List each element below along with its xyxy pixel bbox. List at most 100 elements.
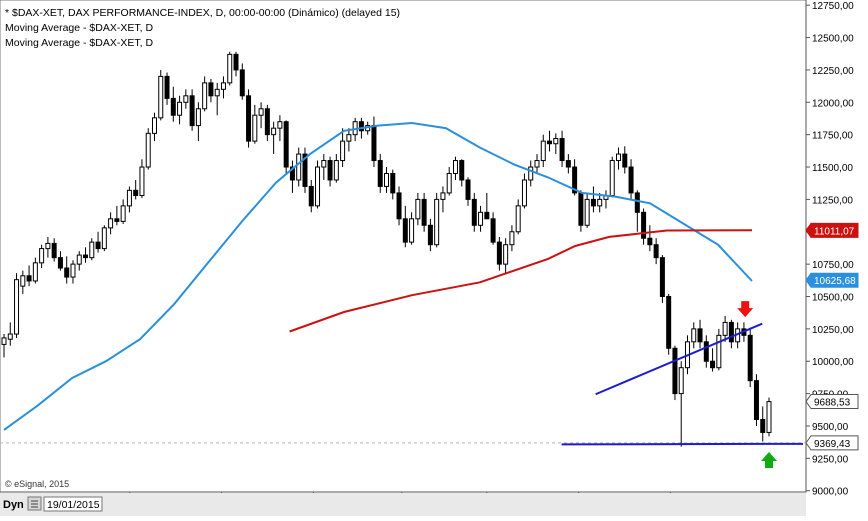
- candle-body-down: [114, 218, 120, 222]
- candle: [509, 225, 515, 252]
- candle-body-up: [14, 279, 20, 335]
- candle-body-down: [753, 380, 759, 420]
- candle: [233, 51, 239, 77]
- candle-body-down: [26, 275, 32, 282]
- price-tag-box: [805, 394, 859, 410]
- candle-body-down: [465, 179, 471, 200]
- candle: [346, 128, 352, 152]
- candle-body-up: [145, 132, 151, 168]
- candle-body-down: [83, 254, 89, 259]
- price-tick-label: 12500,00: [812, 34, 854, 45]
- price-tick-label: 10750,00: [812, 260, 854, 271]
- candle-body-down: [697, 328, 703, 343]
- candle-body-up: [452, 160, 458, 174]
- candle-body-down: [371, 125, 377, 162]
- candle: [133, 179, 139, 200]
- candle: [95, 231, 101, 253]
- moving-averages: [3, 121, 753, 431]
- candle-body-down: [164, 75, 170, 99]
- candle-body-down: [647, 237, 653, 246]
- candle-body-up: [1, 337, 7, 345]
- candle-body-up: [120, 205, 126, 222]
- price-tag: 10625,68: [805, 272, 859, 288]
- candle: [521, 173, 527, 209]
- candle-body-down: [634, 192, 640, 213]
- date-box-value: 19/01/2015: [47, 499, 100, 511]
- candle: [409, 212, 415, 245]
- candle: [45, 236, 51, 258]
- candle: [766, 397, 772, 437]
- candle: [108, 212, 114, 235]
- candle: [440, 186, 446, 213]
- candle-body-down: [51, 242, 57, 259]
- candle-body-up: [553, 138, 559, 145]
- candle-body-down: [233, 53, 239, 71]
- date-box[interactable]: [43, 496, 103, 512]
- candle-body-up: [409, 218, 415, 243]
- candle-body-up: [126, 189, 132, 207]
- plot-area: [0, 0, 807, 493]
- candle: [164, 72, 170, 105]
- candle: [459, 159, 465, 187]
- annotation-group: [737, 301, 777, 468]
- candle: [666, 293, 672, 355]
- candle: [64, 256, 70, 284]
- candle-body-up: [271, 127, 277, 136]
- candle: [296, 147, 302, 187]
- candle-body-up: [446, 172, 452, 194]
- candle-body-down: [459, 160, 465, 181]
- candle-body-up: [384, 172, 389, 187]
- candle-body-down: [95, 241, 101, 250]
- candle: [151, 112, 157, 142]
- candle-body-down: [402, 218, 408, 243]
- ma-legend-1: Moving Average - $DAX-XET, D: [5, 22, 153, 34]
- candle-body-up: [434, 198, 440, 246]
- candle-body-up: [202, 82, 208, 110]
- candle: [321, 154, 327, 180]
- candle-body-down: [246, 95, 252, 142]
- candle: [214, 82, 220, 116]
- price-tick-label: 12250,00: [812, 66, 854, 77]
- price-tick-label: 11500,00: [812, 163, 853, 174]
- candle-body-up: [534, 160, 540, 168]
- candle-body-down: [572, 166, 578, 194]
- candle: [340, 128, 346, 168]
- candle: [202, 76, 208, 112]
- price-tick-label: 12000,00: [812, 98, 854, 109]
- candle-body-up: [220, 82, 226, 90]
- candle-body-down: [565, 160, 571, 168]
- arrow-down-icon: [737, 301, 754, 318]
- price-axis[interactable]: 12750,00 12500,00 12250,00 12000,00 11750,00…: [806, 1, 854, 498]
- candle: [32, 257, 38, 284]
- candle: [239, 63, 245, 100]
- price-tag-label: 10625,68: [814, 276, 856, 287]
- candle: [227, 51, 233, 86]
- candle: [377, 154, 383, 193]
- candle-body-up: [277, 121, 283, 129]
- candle: [753, 374, 759, 426]
- price-tag: 11011,07: [805, 222, 859, 238]
- candle: [716, 328, 722, 371]
- candle: [271, 121, 277, 155]
- candle-body-down: [710, 360, 716, 369]
- price-tick-label: 9250,00: [812, 454, 849, 465]
- candle: [465, 177, 471, 206]
- candle: [189, 89, 195, 131]
- candle: [553, 133, 559, 155]
- candle: [434, 192, 440, 248]
- ma-slow-line: [289, 229, 753, 333]
- candle: [7, 322, 13, 346]
- candle-body-up: [521, 179, 527, 207]
- candle: [327, 156, 333, 187]
- candle: [126, 186, 132, 213]
- candle: [101, 225, 107, 252]
- price-tag-label: 9688,53: [814, 398, 851, 409]
- candle: [76, 251, 82, 271]
- candle: [534, 154, 540, 174]
- candle-body-up: [597, 198, 603, 207]
- ma-fast-line: [3, 121, 753, 431]
- candle: [289, 160, 295, 193]
- candle: [760, 406, 766, 442]
